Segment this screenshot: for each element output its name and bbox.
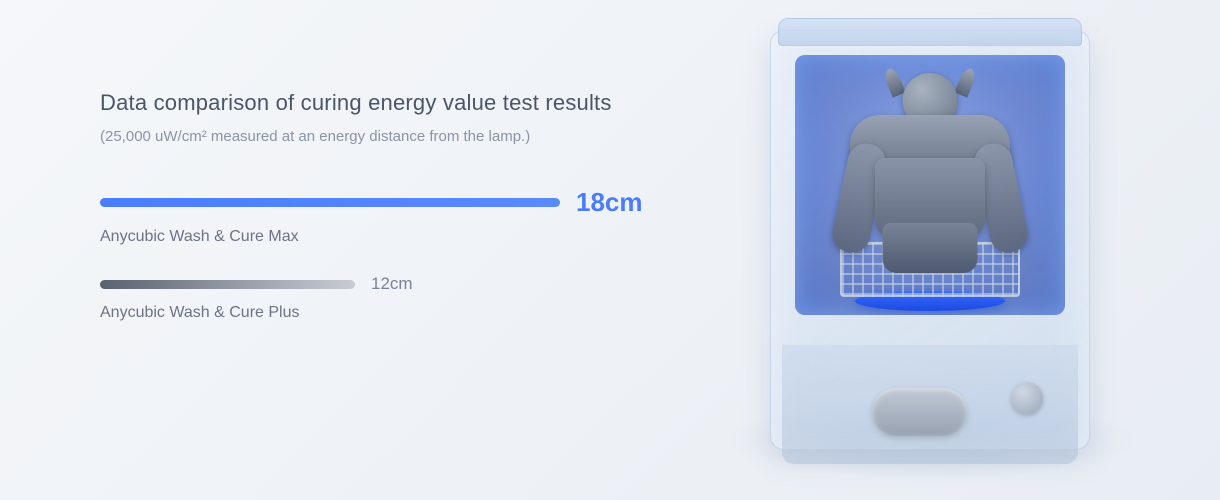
chart-title: Data comparison of curing energy value t… [100,90,660,116]
bar-secondary [100,280,355,289]
device-illustration [740,20,1120,480]
figurine-model [845,73,1015,273]
machine-lid [778,18,1082,46]
bar-primary-label: Anycubic Wash & Cure Max [100,228,660,246]
comparison-panel: Data comparison of curing energy value t… [100,90,660,350]
machine-base [782,344,1078,464]
control-knob [1011,382,1043,414]
motor-cylinder [872,388,967,436]
bar-group-primary: 18cm Anycubic Wash & Cure Max [100,187,660,246]
bar-primary-value: 18cm [576,187,643,218]
figurine-legs [883,223,978,273]
chart-subtitle: (25,000 uW/cm² measured at an energy dis… [100,128,660,145]
bar-primary [100,198,560,207]
bar-row: 12cm [100,274,660,294]
bar-group-secondary: 12cm Anycubic Wash & Cure Plus [100,274,660,322]
bar-secondary-value: 12cm [371,274,413,294]
bar-secondary-label: Anycubic Wash & Cure Plus [100,304,660,322]
bar-row: 18cm [100,187,660,218]
uv-chamber [795,55,1065,315]
